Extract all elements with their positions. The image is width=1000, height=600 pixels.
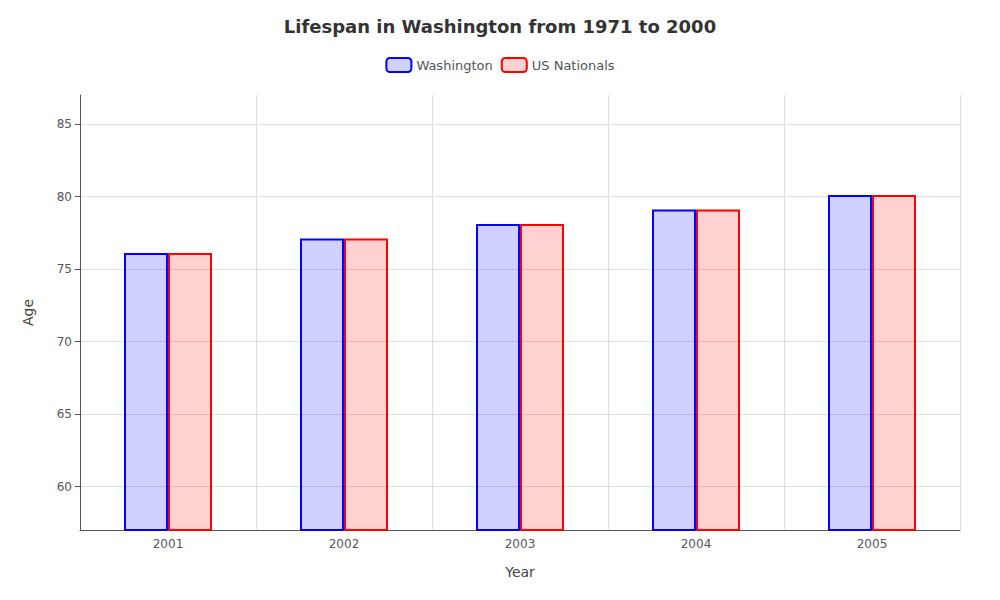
svg-text:Washington: Washington	[416, 58, 492, 73]
svg-text:Lifespan in Washington from 19: Lifespan in Washington from 1971 to 2000	[284, 16, 716, 37]
svg-text:65: 65	[57, 407, 72, 421]
svg-text:2001: 2001	[153, 537, 184, 551]
svg-text:2004: 2004	[681, 537, 712, 551]
svg-text:75: 75	[57, 262, 72, 276]
svg-text:60: 60	[57, 480, 72, 494]
svg-text:Age: Age	[20, 299, 36, 326]
svg-text:US Nationals: US Nationals	[532, 58, 615, 73]
svg-text:85: 85	[57, 117, 72, 131]
svg-text:2002: 2002	[329, 537, 360, 551]
svg-text:70: 70	[57, 335, 72, 349]
svg-text:2003: 2003	[505, 537, 536, 551]
svg-text:Year: Year	[504, 564, 535, 580]
svg-text:2005: 2005	[857, 537, 888, 551]
svg-text:80: 80	[57, 190, 72, 204]
